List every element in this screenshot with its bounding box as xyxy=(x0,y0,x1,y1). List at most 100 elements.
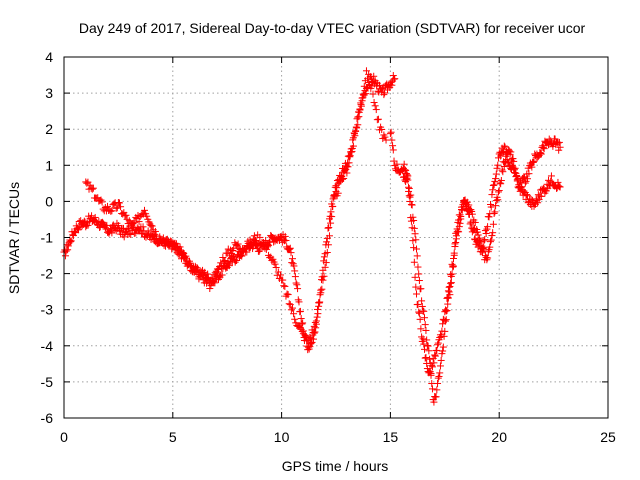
data-point xyxy=(139,223,147,231)
data-point xyxy=(286,245,294,253)
data-point xyxy=(480,237,488,245)
data-point xyxy=(314,305,322,313)
data-point xyxy=(324,241,332,249)
data-point xyxy=(335,178,343,186)
data-point xyxy=(294,285,302,293)
data-point xyxy=(412,236,420,244)
data-point xyxy=(432,393,440,401)
y-tick-labels: -6 -5 -4 -3 -2 -1 0 1 2 3 4 xyxy=(41,49,54,426)
data-point xyxy=(151,227,159,235)
data-point xyxy=(467,218,475,226)
data-point xyxy=(309,328,317,336)
data-point xyxy=(238,248,246,256)
data-point xyxy=(255,247,263,255)
data-point xyxy=(456,211,464,219)
data-point xyxy=(372,106,380,114)
data-point xyxy=(218,262,226,270)
data-point xyxy=(310,322,318,330)
data-point xyxy=(280,282,288,290)
data-point xyxy=(447,271,455,279)
data-point xyxy=(447,279,455,287)
data-point xyxy=(447,279,455,287)
data-point xyxy=(297,315,305,323)
data-point xyxy=(430,359,438,367)
data-point xyxy=(468,228,476,236)
data-point xyxy=(449,263,457,271)
data-point xyxy=(150,230,158,238)
data-point xyxy=(256,233,264,241)
data-point xyxy=(163,235,171,243)
data-point xyxy=(141,206,149,214)
data-point xyxy=(287,306,295,314)
data-point xyxy=(510,165,518,173)
data-point xyxy=(287,249,295,257)
data-point xyxy=(354,121,362,129)
data-point xyxy=(104,202,112,210)
data-point xyxy=(476,234,484,242)
data-point xyxy=(234,240,242,248)
data-point xyxy=(442,306,450,314)
data-point xyxy=(131,219,139,227)
data-point xyxy=(380,91,388,99)
data-point xyxy=(391,75,399,83)
data-point xyxy=(455,223,463,231)
data-point xyxy=(319,276,327,284)
data-point xyxy=(495,187,503,195)
data-point xyxy=(450,255,458,263)
data-point xyxy=(486,238,494,246)
data-point xyxy=(358,97,366,105)
data-point xyxy=(479,248,487,256)
data-point xyxy=(127,231,135,239)
data-point xyxy=(290,262,298,270)
data-point xyxy=(456,219,464,227)
data-point xyxy=(450,262,458,270)
data-point xyxy=(225,262,233,270)
data-point xyxy=(474,231,482,239)
data-point xyxy=(413,245,421,253)
data-point xyxy=(416,315,424,323)
data-point xyxy=(446,291,454,299)
data-point xyxy=(359,90,367,98)
data-point xyxy=(114,222,122,230)
data-point xyxy=(434,379,442,387)
data-point xyxy=(175,247,183,255)
data-point xyxy=(508,161,516,169)
data-point xyxy=(537,149,545,157)
data-point xyxy=(247,240,255,248)
data-point xyxy=(488,191,496,199)
data-point xyxy=(503,156,511,164)
data-point xyxy=(296,307,304,315)
y-tick-label: -1 xyxy=(41,230,54,246)
data-point xyxy=(490,181,498,189)
data-point xyxy=(181,253,189,261)
data-point xyxy=(417,285,425,293)
data-point xyxy=(430,398,438,406)
data-point xyxy=(195,275,203,283)
data-point xyxy=(198,269,206,277)
data-point xyxy=(482,229,490,237)
data-point xyxy=(485,213,493,221)
data-point xyxy=(444,294,452,302)
data-point xyxy=(442,316,450,324)
data-point xyxy=(462,199,470,207)
data-point xyxy=(386,130,394,138)
data-point xyxy=(436,362,444,370)
data-point xyxy=(405,184,413,192)
data-point xyxy=(67,238,75,246)
data-point xyxy=(421,354,429,362)
data-point xyxy=(431,352,439,360)
x-tick-label: 25 xyxy=(600,429,616,445)
data-point xyxy=(413,252,421,260)
data-point xyxy=(144,227,152,235)
data-point xyxy=(451,243,459,251)
data-point xyxy=(210,277,218,285)
data-point xyxy=(487,236,495,244)
data-point xyxy=(328,213,336,221)
data-point xyxy=(529,158,537,166)
data-point xyxy=(251,237,259,245)
data-point xyxy=(440,332,448,340)
data-point xyxy=(502,150,510,158)
data-point xyxy=(204,277,212,285)
data-point xyxy=(222,264,230,272)
data-point xyxy=(478,248,486,256)
